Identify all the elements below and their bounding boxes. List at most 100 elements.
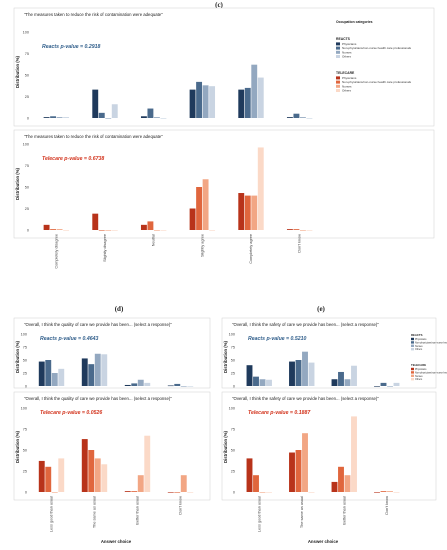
legend-swatch	[411, 337, 414, 341]
legend-swatch	[336, 55, 340, 58]
bar	[189, 208, 196, 230]
question-text: "Overall, I think the safety of care we …	[232, 322, 379, 327]
bar	[94, 353, 101, 386]
bar	[286, 229, 293, 230]
bar	[147, 221, 154, 230]
bar	[105, 118, 112, 119]
bar	[306, 230, 313, 231]
bar	[153, 117, 160, 118]
bar	[244, 195, 251, 230]
panel-frame	[13, 7, 435, 127]
bar	[98, 230, 105, 231]
bar	[380, 491, 387, 492]
y-tick-label: 100	[21, 332, 27, 336]
bar	[189, 89, 196, 118]
legend-item: Others	[415, 348, 423, 351]
bar	[387, 491, 393, 492]
legend-item: Physicians	[415, 338, 427, 341]
legend-group: REACTS	[411, 333, 423, 337]
y-axis-label: Distribution (%)	[15, 340, 20, 373]
x-tick-label: Completely disagree	[54, 234, 58, 269]
x-tick-label: Slightly disagree	[103, 234, 107, 262]
legend-swatch	[336, 76, 340, 80]
legend-title: Occupation categories	[336, 20, 373, 24]
legend-item: Nurses	[415, 375, 423, 378]
panel-title-c: (c)	[215, 1, 223, 9]
bar	[299, 230, 306, 231]
bar	[124, 384, 131, 386]
bar	[88, 450, 95, 492]
bar	[58, 368, 65, 386]
chart-panel-2: "The measures taken to reduce the risk o…	[13, 129, 435, 269]
x-tick-label: Completely agree	[249, 234, 253, 264]
bar	[63, 117, 70, 118]
legend-swatch	[336, 80, 340, 84]
bar	[387, 386, 393, 387]
p-value-annotation: Telecare p-value = 0.1887	[248, 410, 311, 416]
y-tick-label: 25	[23, 371, 27, 375]
legend-swatch	[336, 42, 340, 46]
y-tick-label: 50	[231, 448, 235, 452]
legend-item: Others	[342, 55, 352, 59]
bar	[92, 89, 99, 118]
legend-group-reacts: REACTS	[336, 37, 351, 41]
bar	[147, 108, 154, 118]
bar	[302, 351, 308, 386]
legend-swatch	[411, 348, 414, 351]
bar	[124, 491, 131, 492]
bar	[180, 475, 187, 492]
chart-panel-5: "Overall, I think the safety of care we …	[221, 317, 437, 388]
bar	[81, 358, 88, 386]
y-tick-label: 25	[25, 95, 29, 99]
bar	[266, 379, 272, 386]
bar	[295, 360, 302, 386]
legend-item: Non-physicians/non-nurse health care pro…	[342, 80, 412, 84]
legend-swatch	[336, 46, 340, 50]
bar	[344, 475, 351, 492]
y-axis-label: Distribution (%)	[223, 430, 228, 463]
x-axis-label: Answer choice	[101, 539, 132, 544]
bar	[299, 117, 306, 118]
bar	[160, 230, 167, 231]
bar	[174, 492, 181, 493]
bar	[246, 458, 253, 492]
bar	[244, 87, 251, 118]
question-text: "The measures taken to reduce the risk o…	[24, 134, 163, 139]
bar	[101, 354, 108, 386]
chart-panel-1: "The measures taken to reduce the risk o…	[13, 7, 435, 127]
y-tick-label: 50	[25, 185, 29, 189]
y-tick-label: 100	[229, 332, 235, 336]
bar	[51, 373, 58, 386]
x-axis-label: Answer choice	[308, 539, 339, 544]
bar	[209, 230, 216, 231]
bar	[253, 376, 259, 386]
bar	[257, 147, 264, 230]
x-tick-label: Less good than usual	[257, 496, 261, 532]
bar	[374, 386, 380, 387]
y-axis-label: Distribution (%)	[15, 167, 20, 200]
legend-swatch	[411, 344, 414, 347]
legend-swatch	[411, 371, 414, 374]
legend-swatch	[336, 84, 340, 88]
bar	[38, 460, 45, 492]
y-tick-label: 25	[23, 469, 27, 473]
question-text: "Overall, I think the safety of care we …	[232, 396, 379, 401]
bar	[289, 361, 295, 386]
y-tick-label: 100	[23, 30, 29, 34]
panel-frame	[13, 129, 435, 239]
y-axis-label: Distribution (%)	[15, 430, 20, 463]
bar	[338, 371, 344, 386]
bar	[137, 475, 144, 492]
bar	[45, 360, 52, 386]
bar	[238, 193, 245, 230]
bar	[81, 439, 88, 492]
bar	[105, 230, 112, 231]
x-tick-label: The same as usual	[300, 496, 304, 528]
bar	[187, 492, 194, 493]
bar	[374, 492, 380, 493]
y-tick-label: 0	[25, 490, 27, 494]
bar	[111, 104, 118, 118]
y-tick-label: 100	[21, 406, 27, 410]
bar	[293, 113, 300, 118]
bar	[144, 435, 151, 492]
